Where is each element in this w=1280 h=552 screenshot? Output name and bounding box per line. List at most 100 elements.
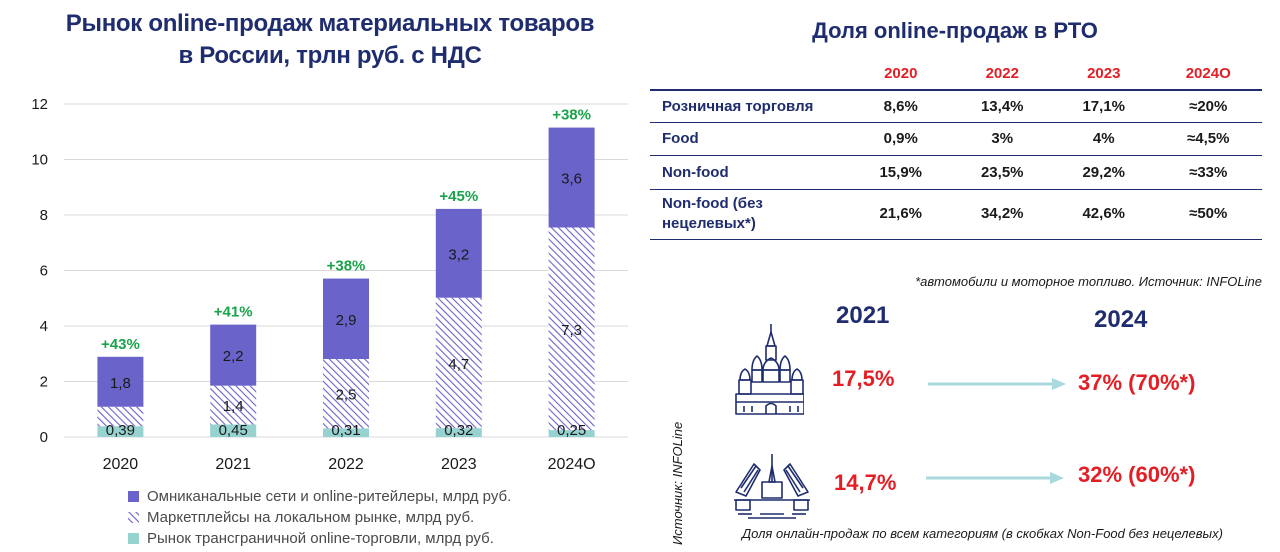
share-col-2024: 2024О [1185,65,1231,82]
table-row: Розничная торговля 8,6% 13,4% 17,1% ≈20% [650,89,1262,123]
y-tick-label: 8 [40,207,48,224]
spb-arrow-icon [926,472,1064,484]
bar-value-label: 0,32 [444,422,473,439]
share-table-corner [650,58,850,90]
bar-value-label: 3,2 [448,246,469,263]
bar-segment [323,359,369,429]
y-tick-label: 10 [31,152,48,169]
table-cell: 34,2% [951,189,1053,240]
legend-swatch-omni [128,491,139,502]
bar-segment [210,324,257,386]
table-cell: 0,9% [850,122,952,156]
row-label-line2: нецелевых*) [662,215,756,232]
bar-value-label: 4,7 [448,356,469,373]
growth-label: +45% [439,188,478,205]
y-tick-label: 0 [40,429,48,446]
legend-item-marketplaces: Маркетплейсы на локальном рынке, млрд ру… [128,507,648,528]
bar-value-label: 3,6 [561,171,582,188]
bar-value-label: 7,3 [561,322,582,339]
table-row: Non-food (без нецелевых*) 21,6% 34,2% 42… [650,189,1262,240]
bar-value-label: 0,45 [219,422,248,439]
bar-value-label: 2,9 [336,312,357,329]
bar-value-label: 0,39 [106,422,135,439]
row-label: Розничная торговля [650,89,850,123]
moscow-arrow-icon [928,378,1066,390]
table-cell: 29,2% [1053,155,1155,190]
legend-item-omni: Омниканальные сети и online-ритейлеры, м… [128,486,648,507]
legend-label-marketplaces: Маркетплейсы на локальном рынке, млрд ру… [147,509,475,526]
bar-segment [435,297,482,429]
table-cell: 8,6% [850,89,952,123]
y-tick-label: 2 [40,374,48,391]
bar-segment [435,208,482,298]
chart-legend: Омниканальные сети и online-ритейлеры, м… [128,486,648,549]
bar-segment [97,426,144,437]
table-cell: ≈50% [1154,189,1262,240]
table-cell: ≈20% [1154,89,1262,123]
chart-title-line1: Рынок online-продаж материальных товаров [65,10,595,37]
table-cell: 23,5% [951,155,1053,190]
table-row: Non-food 15,9% 23,5% 29,2% ≈33% [650,155,1262,190]
table-cell: 42,6% [1053,189,1155,240]
x-tick-label: 2020 [103,456,139,473]
x-tick-label: 2021 [215,456,251,473]
bar-segment [210,385,257,425]
bar-value-label: 0,25 [557,422,586,439]
table-cell: 17,1% [1053,89,1155,123]
x-tick-label: 2024О [548,456,596,473]
bar-segment [548,127,595,228]
growth-label: +38% [327,258,366,275]
table-cell: ≈33% [1154,155,1262,190]
table-cell: 15,9% [850,155,952,190]
table-cell: 3% [951,122,1053,156]
bar-segment [548,227,595,431]
spb-from-value: 14,7% [834,470,897,495]
stacked-bar-chart: 0 2 4 6 8 10 12 0,39 1,8 +43% 2020 0,45 1,4 2,2 +41% 20… [31,96,628,473]
table-cell: ≈4,5% [1154,122,1262,156]
growth-label: +38% [552,107,591,124]
x-tick-label: 2023 [441,456,477,473]
share-col-2023: 2023 [1087,65,1121,82]
table-cell: 21,6% [850,189,952,240]
x-tick-label: 2022 [328,456,364,473]
chart-title: Рынок online-продаж материальных товаров… [40,8,620,72]
legend-label-crossborder: Рынок трансграничной online-торговли, мл… [147,530,494,547]
year-from-heading: 2021 [836,302,890,329]
legend-swatch-crossborder [128,533,139,544]
legend-label-omni: Омниканальные сети и online-ритейлеры, м… [147,488,512,505]
bar-value-label: 1,8 [110,375,131,392]
chart-title-line2: в России, трлн руб. с НДС [178,42,482,69]
y-tick-label: 4 [40,318,48,335]
table-cell: 13,4% [951,89,1053,123]
spb-bridge-icon [734,454,810,519]
growth-label: +41% [214,304,253,321]
growth-label: +43% [101,336,140,353]
share-table-header: 2020 2022 2023 2024О [650,58,1262,90]
bar-segment [548,430,595,437]
row-label-line1: Non-food (без [662,195,763,212]
bar-value-label: 2,5 [336,387,357,404]
table-footnote: *автомобили и моторное топливо. Источник… [915,274,1262,289]
row-label: Non-food [650,155,850,190]
moscow-from-value: 17,5% [832,366,895,391]
bar-segment [435,428,482,437]
y-tick-label: 6 [40,263,48,280]
vertical-source-note: Источник: INFOLine [670,421,685,545]
moscow-to-value: 37% (70%*) [1078,370,1196,395]
moscow-kremlin-icon [735,324,804,415]
spb-to-value: 32% (60%*) [1078,462,1196,487]
row-label: Food [650,122,850,156]
bar-segment [323,428,369,437]
bar-segment [323,278,369,360]
bar-segment [210,424,257,437]
share-col-2020: 2020 [884,65,918,82]
y-tick-label: 12 [31,96,48,113]
bar-value-label: 1,4 [223,398,244,415]
comparison-caption: Доля онлайн-продаж по всем категориям (в… [742,526,1223,541]
year-to-heading: 2024 [1094,306,1148,333]
share-table-title: Доля online-продаж в РТО [812,18,1098,43]
bar-value-label: 0,31 [331,422,360,439]
bar-value-label: 2,2 [223,348,244,365]
share-table: 2020 2022 2023 2024О Розничная торговля … [650,58,1262,240]
table-row: Food 0,9% 3% 4% ≈4,5% [650,122,1262,156]
